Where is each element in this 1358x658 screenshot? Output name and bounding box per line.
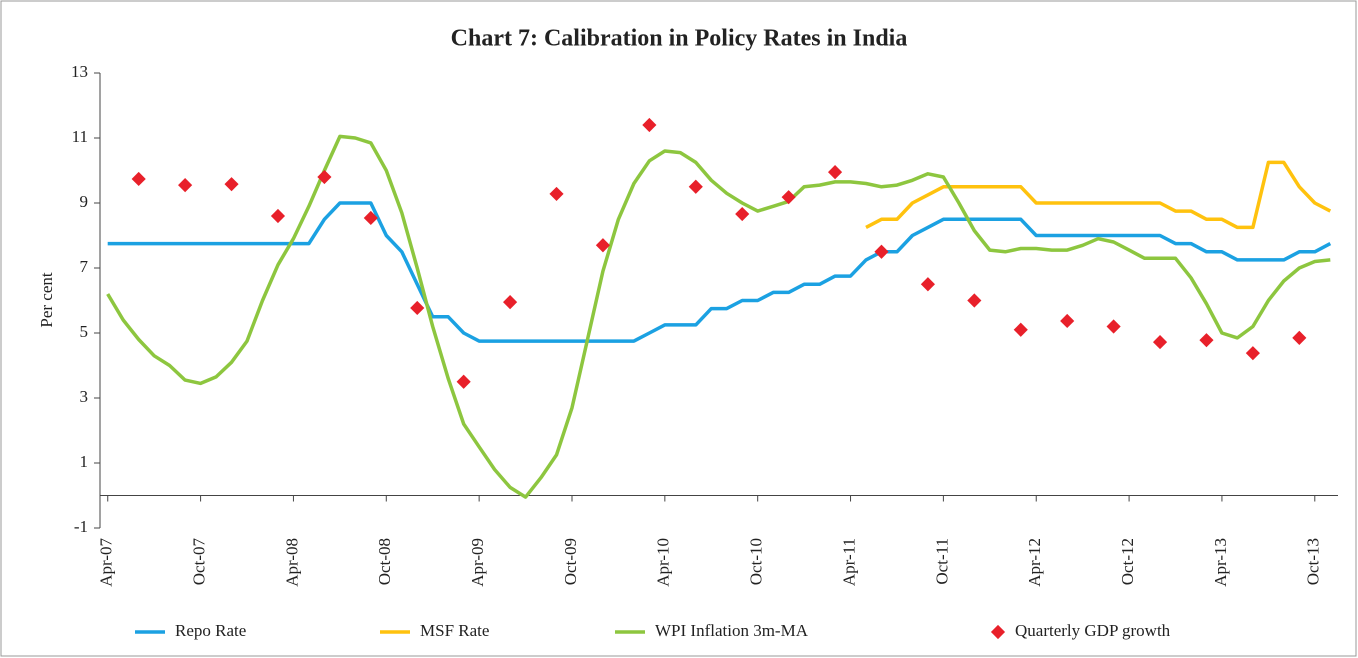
gdp-marker	[735, 206, 750, 222]
x-tick-label: Apr-07	[97, 538, 116, 587]
x-tick-label: Oct-09	[561, 538, 580, 585]
gdp-marker	[781, 190, 796, 205]
x-tick-label: Oct-10	[747, 538, 766, 585]
gdp-marker	[967, 293, 982, 308]
gdp-marker	[1292, 330, 1307, 345]
series-line	[865, 160, 1332, 230]
gdp-marker	[642, 117, 657, 133]
gdp-marker	[1152, 335, 1168, 350]
x-tick-label: Oct-11	[932, 538, 951, 585]
y-tick-label: 13	[71, 62, 88, 81]
x-tick-label: Apr-10	[654, 538, 673, 587]
gdp-marker	[827, 165, 843, 180]
gdp-marker	[1060, 313, 1075, 329]
chart-title: Chart 7: Calibration in Policy Rates in …	[451, 26, 908, 52]
gdp-marker	[456, 374, 471, 389]
y-tick-label: 3	[80, 387, 89, 406]
series-line	[107, 201, 1332, 343]
legend-label: MSF Rate	[420, 621, 489, 640]
legend-label: WPI Inflation 3m-MA	[655, 621, 809, 640]
y-tick-label: 5	[80, 322, 89, 341]
legend-label: Repo Rate	[175, 621, 246, 640]
gdp-marker	[595, 238, 611, 253]
gdp-marker	[1199, 333, 1214, 348]
y-tick-label: 1	[80, 452, 89, 471]
gdp-marker	[874, 244, 889, 259]
x-tick-label: Apr-11	[839, 538, 858, 586]
x-tick-label: Oct-13	[1304, 538, 1323, 585]
x-tick-label: Apr-12	[1025, 538, 1044, 587]
x-tick-label: Oct-07	[189, 538, 208, 586]
legend-label: Quarterly GDP growth	[1015, 621, 1171, 640]
gdp-marker	[270, 208, 286, 224]
x-tick-label: Oct-08	[375, 538, 394, 585]
gdp-marker	[549, 186, 564, 201]
y-axis-label: Per cent	[37, 272, 56, 328]
series-line	[106, 134, 1331, 499]
gdp-marker	[1245, 346, 1260, 361]
x-tick-label: Oct-12	[1118, 538, 1137, 585]
gdp-marker	[1106, 319, 1121, 334]
gdp-marker	[1013, 322, 1028, 337]
gdp-marker	[224, 177, 239, 192]
gdp-marker	[363, 210, 378, 226]
legend-marker	[990, 624, 1006, 640]
gdp-marker	[317, 169, 332, 185]
gdp-marker	[503, 295, 518, 310]
y-tick-label: 9	[80, 192, 89, 211]
gdp-marker	[920, 277, 935, 292]
y-tick-label: 7	[80, 257, 89, 276]
y-tick-label: 11	[72, 127, 88, 146]
gdp-marker	[410, 300, 425, 316]
gdp-marker	[178, 178, 193, 193]
y-tick-label: -1	[74, 517, 88, 536]
x-tick-label: Apr-09	[468, 538, 487, 587]
x-tick-label: Apr-13	[1211, 538, 1230, 587]
x-tick-label: Apr-08	[282, 538, 301, 587]
gdp-marker	[688, 179, 703, 194]
gdp-marker	[131, 171, 146, 187]
